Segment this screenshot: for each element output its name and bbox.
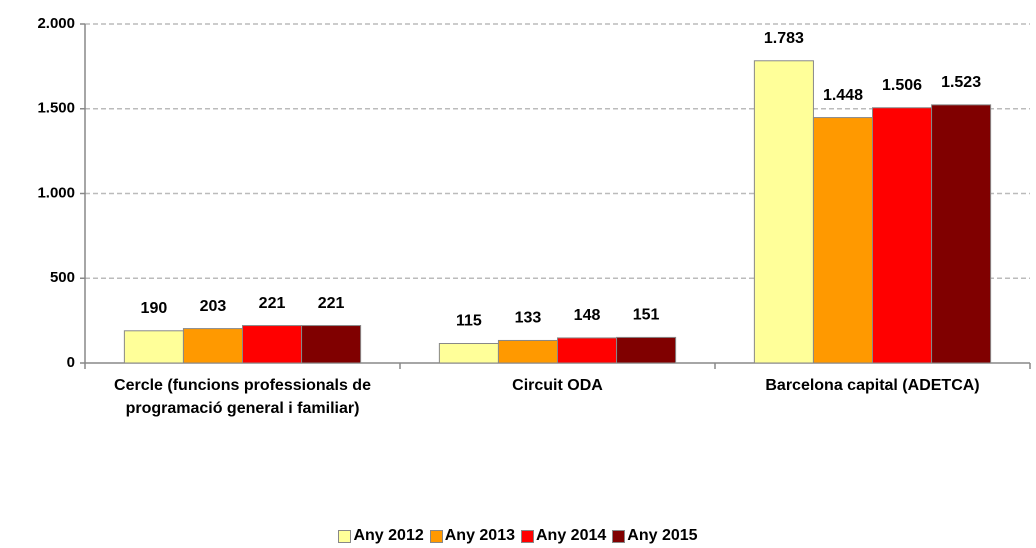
data-label: 1.506 xyxy=(882,77,922,94)
y-tick-label: 2.000 xyxy=(37,15,75,32)
legend-item: Any 2013 xyxy=(429,527,515,545)
legend-label: Any 2013 xyxy=(444,527,515,544)
legend-item: Any 2012 xyxy=(338,527,424,545)
y-tick-label: 1.500 xyxy=(37,100,75,117)
bar xyxy=(497,339,558,364)
data-label: 1.448 xyxy=(823,87,863,104)
y-tick-label: 0 xyxy=(67,354,75,371)
bar xyxy=(753,60,814,364)
data-label: 148 xyxy=(574,307,601,324)
legend-label: Any 2015 xyxy=(627,527,698,544)
data-label: 190 xyxy=(141,300,168,317)
legend-item: Any 2015 xyxy=(612,527,698,545)
y-tick-label: 500 xyxy=(50,269,75,286)
legend-label: Any 2012 xyxy=(353,527,424,544)
legend-swatch xyxy=(521,529,534,543)
data-label: 151 xyxy=(633,307,660,324)
bar xyxy=(812,117,873,364)
legend-label: Any 2014 xyxy=(536,527,607,544)
data-label: 1.523 xyxy=(941,74,981,91)
bar xyxy=(182,328,243,364)
data-label: 221 xyxy=(318,295,345,312)
bar xyxy=(931,104,992,364)
bar xyxy=(301,325,362,364)
legend-swatch xyxy=(612,529,626,543)
x-tick-label: Barcelona capital (ADETCA) xyxy=(765,377,980,394)
legend-swatch xyxy=(338,529,352,543)
x-tick-label: Cercle (funcions professionals de progra… xyxy=(114,377,371,417)
data-label: 115 xyxy=(456,313,482,330)
x-tick-label: Circuit ODA xyxy=(512,377,603,394)
legend-swatch xyxy=(429,529,443,543)
bar xyxy=(242,325,303,364)
bar xyxy=(438,343,499,364)
bar xyxy=(557,337,618,364)
bar xyxy=(123,330,184,364)
legend: Any 2012 Any 2013 Any 2014 Any 2015 xyxy=(0,527,1036,545)
legend-item: Any 2014 xyxy=(521,527,606,545)
data-label: 133 xyxy=(515,310,542,327)
bar xyxy=(616,336,677,364)
data-label: 1.783 xyxy=(764,30,804,47)
y-tick-label: 1.000 xyxy=(37,184,75,201)
data-label: 221 xyxy=(259,295,286,312)
data-label: 203 xyxy=(200,298,227,315)
bar xyxy=(872,107,933,364)
